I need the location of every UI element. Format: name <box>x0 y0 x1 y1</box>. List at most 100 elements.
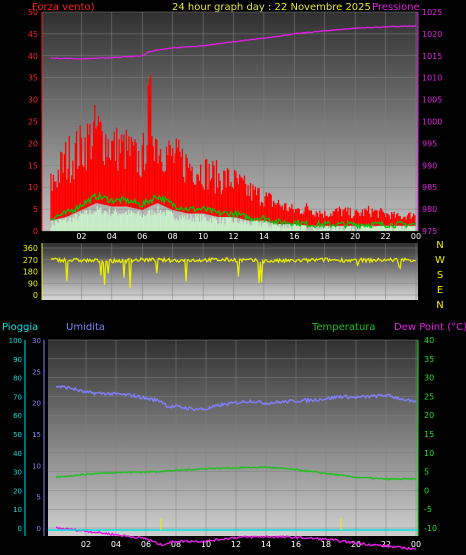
compass-letter: W <box>435 255 445 266</box>
y-left-tick-label: 10 <box>28 183 38 192</box>
rain-tick-label: 20 <box>13 487 22 495</box>
temp-tick-label: 30 <box>424 374 434 383</box>
direction-tick-label: 90 <box>28 279 38 288</box>
compass-letter: E <box>437 285 443 296</box>
rain-tick-label: 40 <box>13 450 22 458</box>
x-tick-label: 04 <box>111 540 121 549</box>
bottom-series <box>48 384 418 551</box>
y-left-tick-label: 40 <box>28 52 38 61</box>
temp-tick-label: 25 <box>424 392 434 401</box>
y-right-tick-label: 1005 <box>422 96 442 105</box>
humidity-tick-label: 20 <box>32 400 41 408</box>
bottom-axes: -10-505101520253035400102030405060708090… <box>9 336 437 549</box>
x-tick-label: 08 <box>168 232 178 241</box>
x-tick-label: 04 <box>107 232 117 241</box>
legend-rain: Pioggia <box>2 322 38 333</box>
y-right-tick-label: 995 <box>422 139 437 148</box>
direction-axes: 0 90 180 270 360 <box>23 243 43 300</box>
y-right-tick-label: 1010 <box>422 74 442 83</box>
chart-title: 24 hour graph day : 22 Novembre 2025 <box>172 2 371 13</box>
bottom-plot-area <box>48 340 418 536</box>
temp-tick-label: 0 <box>424 486 429 495</box>
y-left-tick-label: 15 <box>28 161 38 170</box>
compass-letter: S <box>437 270 443 281</box>
dew-point-line <box>55 526 417 551</box>
rain-tick-label: 70 <box>13 393 22 401</box>
y-right-tick-label: 985 <box>422 183 437 192</box>
pressure-line <box>50 24 417 60</box>
x-tick-label: 08 <box>171 540 181 549</box>
humidity-tick-label: 5 <box>37 494 41 502</box>
rain-tick-label: 0 <box>18 525 22 533</box>
legend-temperature: Temperatura <box>311 322 376 333</box>
compass-letter: N <box>436 300 443 311</box>
y-left-tick-label: 5 <box>33 205 38 214</box>
humidity-tick-label: 15 <box>32 431 41 439</box>
y-left-tick-label: 20 <box>28 139 38 148</box>
rain-tick-label: 90 <box>13 356 22 364</box>
rain-tick-label: 30 <box>13 469 22 477</box>
y-right-tick-label: 1000 <box>422 118 442 127</box>
wind-axis-title: Forza vento) <box>32 2 95 13</box>
direction-series <box>50 256 417 289</box>
humidity-tick-label: 0 <box>37 525 41 533</box>
y-right-tick-label: 975 <box>422 227 437 236</box>
temp-tick-label: 5 <box>424 468 429 477</box>
y-left-tick-label: 35 <box>28 74 38 83</box>
temp-tick-label: -5 <box>424 505 432 514</box>
y-right-tick-label: 980 <box>422 205 437 214</box>
humidity-tick-label: 25 <box>32 368 41 376</box>
x-tick-label: 16 <box>289 232 299 241</box>
direction-tick-label: 270 <box>23 256 38 265</box>
humidity-tick-label: 30 <box>32 337 41 345</box>
rain-tick-label: 100 <box>9 337 22 345</box>
y-right-tick-label: 990 <box>422 161 437 170</box>
top-series <box>50 24 417 231</box>
y-left-tick-label: 30 <box>28 96 38 105</box>
x-tick-label: 22 <box>380 232 390 241</box>
direction-tick-label: 180 <box>23 268 38 277</box>
rain-tick-label: 60 <box>13 412 22 420</box>
y-left-tick-label: 0 <box>33 227 38 236</box>
y-right-tick-label: 1015 <box>422 52 442 61</box>
legend-humidity: Umidita <box>66 322 105 333</box>
y-left-tick-label: 45 <box>28 30 38 39</box>
y-right-tick-label: 1025 <box>422 8 442 17</box>
direction-tick-label: 360 <box>23 244 38 253</box>
y-left-tick-label: 25 <box>28 118 38 127</box>
y-left-tick-label: 50 <box>28 8 38 17</box>
x-tick-label: 02 <box>76 232 86 241</box>
x-tick-label: 10 <box>201 540 211 549</box>
x-tick-label: 06 <box>141 540 151 549</box>
x-tick-label: 00 <box>411 540 421 549</box>
x-tick-label: 14 <box>261 540 271 549</box>
temp-tick-label: -10 <box>424 524 437 533</box>
x-tick-label: 02 <box>81 540 91 549</box>
compass-letter: N <box>436 240 443 251</box>
temp-tick-label: 10 <box>424 449 434 458</box>
temperature-line <box>55 465 417 481</box>
x-tick-label: 22 <box>381 540 391 549</box>
x-tick-label: 18 <box>321 540 331 549</box>
legend-dew-point: Dew Point (°C) <box>394 322 466 333</box>
rain-tick-label: 10 <box>13 506 22 514</box>
bottom-grid <box>48 339 418 536</box>
x-tick-label: 20 <box>350 232 360 241</box>
x-tick-label: 06 <box>137 232 147 241</box>
x-tick-label: 10 <box>198 232 208 241</box>
temp-tick-label: 35 <box>424 355 434 364</box>
x-tick-label: 12 <box>228 232 238 241</box>
rain-tick-label: 50 <box>13 431 22 439</box>
x-tick-label: 00 <box>411 232 421 241</box>
x-tick-label: 16 <box>291 540 301 549</box>
humidity-line <box>56 384 417 412</box>
wind-direction-line <box>50 256 417 289</box>
temp-tick-label: 20 <box>424 411 434 420</box>
top-axes: 0510152025303540455097598098599099510001… <box>28 8 443 241</box>
x-tick-label: 12 <box>231 540 241 549</box>
wind-average-line <box>50 191 417 230</box>
rain-tick-label: 80 <box>13 375 22 383</box>
temp-tick-label: 40 <box>424 336 434 345</box>
